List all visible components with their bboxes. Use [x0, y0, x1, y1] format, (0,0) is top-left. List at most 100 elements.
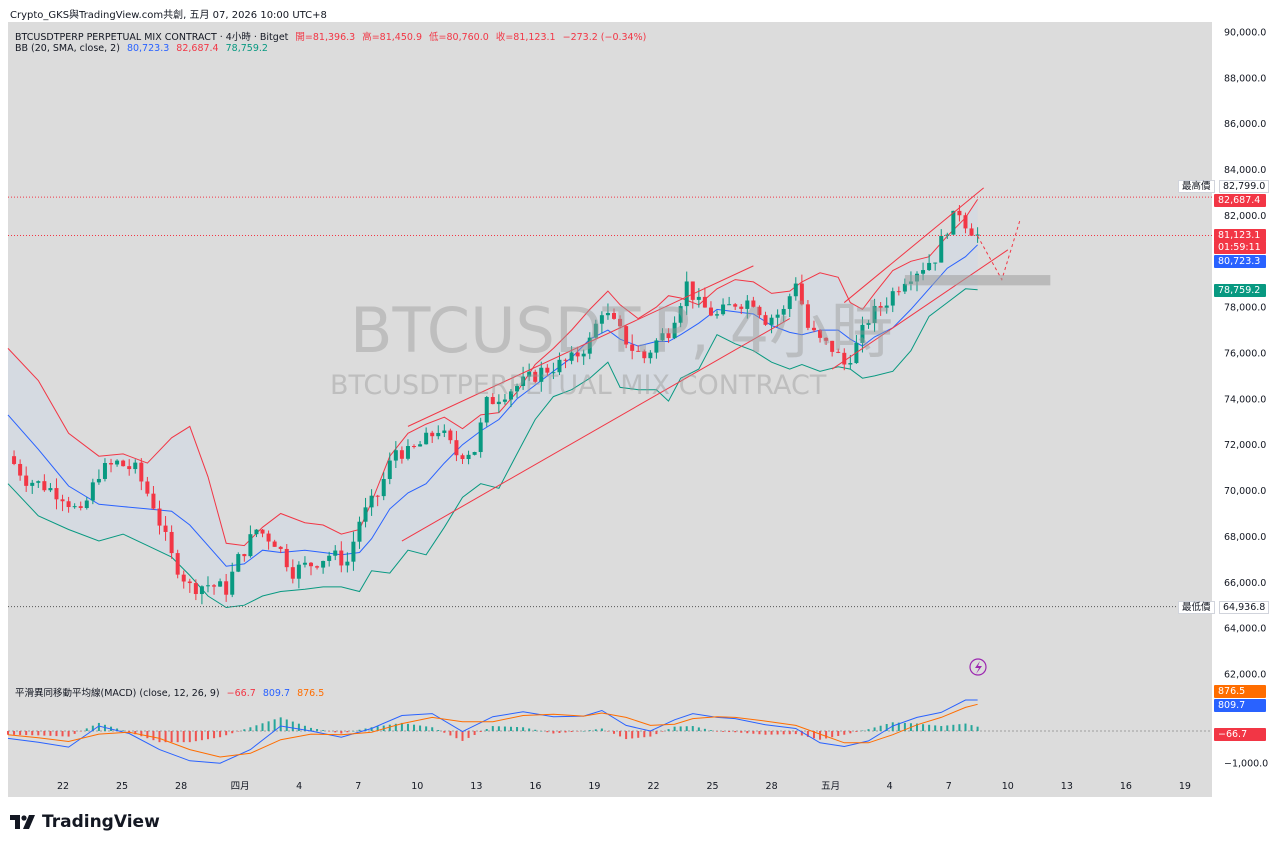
candle-body — [733, 304, 738, 307]
candle-body — [630, 344, 635, 351]
candle-body — [278, 546, 283, 549]
candle-body — [842, 352, 847, 365]
candle-body — [751, 300, 756, 307]
candle-body — [399, 450, 404, 459]
macd-histogram-bar — [25, 731, 28, 736]
bb-lower-line — [7, 288, 978, 609]
candle-body — [599, 315, 604, 324]
macd-histogram-bar — [291, 721, 294, 731]
bb-legend[interactable]: BB (20, SMA, close, 2) 80,723.3 82,687.4… — [15, 43, 272, 54]
macd-histogram-bar — [534, 729, 537, 731]
candle-body — [666, 333, 671, 339]
candle-body — [375, 495, 380, 497]
macd-histogram-bar — [946, 725, 949, 731]
price-axis-tick: 72,000.0 — [1224, 440, 1266, 451]
candle-body — [648, 352, 653, 359]
price-axis-area — [1212, 22, 1268, 797]
candle-body — [781, 308, 786, 315]
bb-mid-value: 80,723.3 — [126, 43, 170, 54]
macd-histogram-bar — [346, 731, 349, 733]
macd-histogram-bar — [976, 726, 979, 731]
candle-body — [836, 351, 841, 353]
macd-histogram-bar — [61, 731, 64, 737]
candle-body — [775, 314, 780, 318]
candle-body — [502, 399, 507, 402]
macd-legend[interactable]: 平滑異同移動平均線(MACD) (close, 12, 26, 9) −66.7… — [15, 685, 328, 699]
candle-body — [448, 430, 453, 441]
channel-line — [401, 318, 790, 542]
macd-histogram-bar — [443, 731, 446, 733]
macd-histogram-bar — [728, 731, 731, 733]
candle-body — [769, 317, 774, 325]
tradingview-logo[interactable]: TradingView — [10, 812, 160, 832]
price-axis-tick: 78,000.0 — [1224, 303, 1266, 314]
candle-body — [175, 553, 180, 575]
candle-body — [181, 574, 186, 582]
candle-body — [690, 281, 695, 300]
candle-body — [199, 586, 204, 595]
macd-histogram-bar — [200, 731, 203, 741]
low-value: 低=80,760.0 — [429, 32, 489, 43]
macd-histogram-bar — [667, 729, 670, 731]
macd-histogram-bar — [679, 726, 682, 731]
macd-histogram-bar — [176, 731, 179, 743]
macd-histogram-bar — [249, 727, 252, 731]
candle-body — [272, 541, 277, 547]
macd-histogram-bar — [697, 727, 700, 731]
macd-histogram-bar — [243, 729, 246, 731]
candle-body — [424, 432, 429, 445]
macd-histogram-bar — [303, 725, 306, 731]
macd-histogram-bar — [788, 731, 791, 735]
candle-body — [351, 541, 356, 562]
time-axis-tick: 25 — [707, 781, 719, 792]
candle-body — [533, 371, 538, 382]
macd-histogram-bar — [31, 731, 34, 736]
candle-body — [848, 363, 853, 365]
countdown-tag: 01:59:11 — [1214, 241, 1266, 254]
macd-histogram-bar — [455, 731, 458, 739]
macd-histogram-bar — [128, 731, 131, 733]
candle-body — [496, 401, 501, 405]
macd-histogram-bar — [837, 731, 840, 736]
macd-histogram-bar — [897, 722, 900, 731]
macd-signal-line — [7, 703, 978, 758]
macd-histogram-bar — [97, 722, 100, 731]
candle-body — [757, 306, 762, 316]
close-price-tag: 81,123.1 — [1214, 229, 1266, 242]
macd-histogram-bar — [310, 727, 312, 731]
candle-body — [702, 296, 707, 308]
macd-histogram-bar — [219, 731, 222, 738]
candle-body — [515, 385, 520, 392]
macd-histogram-bar — [655, 731, 658, 735]
candle-body — [430, 432, 435, 437]
macd-hist-tag: −66.7 — [1214, 728, 1266, 741]
candle-body — [454, 440, 459, 456]
bb-lower-tag: 78,759.2 — [1214, 284, 1266, 297]
candle-body — [296, 564, 301, 579]
candle-body — [805, 304, 810, 328]
macd-histogram-bar — [643, 731, 646, 738]
macd-histogram-bar — [206, 731, 209, 740]
time-axis-tick: 10 — [1002, 781, 1014, 792]
candle-body — [624, 326, 629, 345]
candle-body — [763, 315, 768, 325]
candle-body — [708, 307, 713, 316]
macd-line-value: 809.7 — [262, 688, 291, 699]
macd-histogram-bar — [43, 731, 46, 736]
candle-body — [339, 550, 344, 566]
candle-body — [521, 376, 526, 386]
candle-body — [363, 507, 368, 522]
watermark-ticker: BTCUSDT.P, 4小時 — [350, 294, 893, 367]
macd-histogram-bar — [758, 731, 761, 735]
macd-histogram-bar — [37, 731, 40, 736]
bb-mid-tag: 80,723.3 — [1214, 255, 1266, 268]
macd-histogram-bar — [497, 726, 500, 731]
macd-histogram-bar — [716, 731, 719, 732]
macd-histogram-bar — [922, 724, 925, 731]
macd-histogram-bar — [237, 731, 240, 732]
candle-body — [951, 210, 956, 235]
candle-body — [872, 305, 877, 323]
candle-body — [793, 283, 798, 297]
close-value: 收=81,123.1 — [495, 32, 556, 43]
